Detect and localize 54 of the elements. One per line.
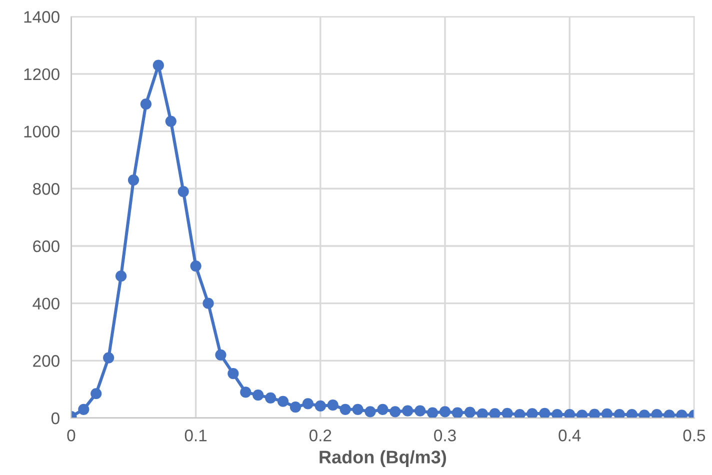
y-tick-label: 1400 (24, 11, 60, 23)
point (414, 405, 426, 416)
point (464, 406, 476, 418)
point (364, 406, 376, 418)
y-tick-label: 600 (33, 240, 60, 252)
x-axis-title: Radon (Bq/m3) (320, 450, 446, 468)
y-tick-label: 0 (51, 412, 60, 424)
point (489, 408, 500, 418)
point (228, 368, 239, 380)
x-tick-label: 0.3 (434, 430, 456, 442)
point (352, 404, 364, 415)
point (265, 392, 276, 404)
point (128, 174, 140, 186)
point (178, 186, 189, 198)
point (439, 406, 451, 418)
point (390, 406, 401, 418)
point (202, 298, 214, 309)
point (377, 404, 388, 415)
x-tick-label: 0.2 (309, 430, 332, 442)
point (314, 400, 326, 412)
point (502, 408, 513, 418)
point (215, 349, 226, 360)
point (588, 408, 600, 418)
point (103, 352, 114, 364)
point (115, 270, 127, 282)
y-tick-label: 1000 (24, 126, 60, 138)
x-tick-label: 0 (67, 430, 76, 442)
point (140, 98, 152, 110)
point (402, 405, 414, 416)
x-tick-label: 0.1 (184, 430, 207, 442)
point (476, 408, 488, 418)
point (78, 404, 90, 415)
point (340, 404, 351, 415)
point (302, 398, 314, 410)
point (152, 60, 164, 71)
point (252, 390, 264, 401)
point (327, 400, 338, 411)
point (426, 407, 438, 418)
point (165, 116, 176, 127)
y-tick-label: 200 (33, 355, 60, 367)
point (90, 388, 102, 400)
point (190, 260, 202, 272)
point (526, 408, 538, 418)
y-tick-label: 1200 (24, 68, 60, 80)
point (452, 407, 464, 418)
point (539, 408, 550, 418)
x-tick-label: 0.4 (558, 430, 581, 442)
point (290, 402, 302, 413)
x-tick-label: 0.5 (683, 430, 706, 442)
point (240, 386, 252, 398)
y-tick-label: 400 (32, 298, 60, 310)
point (277, 396, 289, 407)
point (601, 408, 613, 418)
y-tick-label: 800 (33, 183, 60, 195)
